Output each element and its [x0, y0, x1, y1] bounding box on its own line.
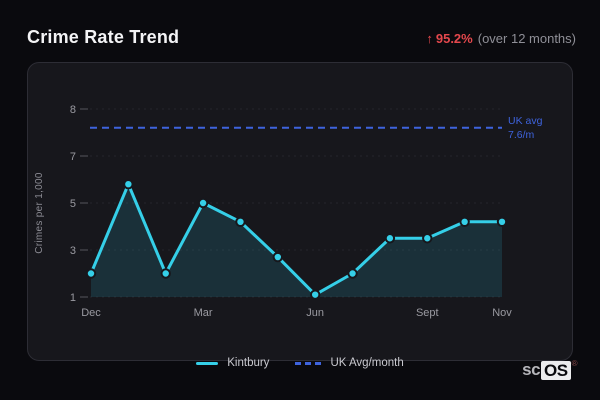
x-tick-label: Sept — [416, 307, 439, 319]
delta-percent: 95.2% — [435, 31, 473, 46]
chart-card: 1 3 5 7 8 UK avg 7.6/m Dec Mar Jun Sept Nov Crimes p… — [27, 62, 573, 361]
data-point-feb[interactable] — [160, 268, 171, 279]
y-tick-label: 3 — [70, 245, 76, 257]
y-tick-label: 8 — [70, 104, 76, 116]
dashed-line-swatch-icon — [295, 361, 322, 365]
data-point-apr[interactable] — [235, 216, 246, 228]
data-point-aug[interactable] — [384, 233, 396, 244]
data-point-sept[interactable] — [422, 233, 433, 244]
y-tick-label: 7 — [70, 151, 76, 163]
legend-label: UK Avg/month — [330, 357, 404, 369]
legend-label: Kintbury — [227, 357, 270, 369]
y-tick-label: 1 — [70, 292, 76, 304]
data-point-jan[interactable] — [123, 179, 134, 190]
logo-box: OS — [541, 360, 571, 380]
data-point-dec[interactable] — [85, 268, 97, 279]
data-point-may[interactable] — [272, 251, 284, 263]
crime-trend-chart: 1 3 5 7 8 UK avg 7.6/m Dec Mar Jun Sept Nov Crimes p… — [34, 104, 543, 319]
up-arrow-icon: ↑ — [426, 31, 433, 46]
delta-context: (over 12 months) — [477, 31, 576, 46]
chart-legend: Kintbury UK Avg/month — [0, 354, 600, 372]
legend-item-uk-avg[interactable]: UK Avg/month — [295, 357, 404, 369]
x-tick-label: Jun — [306, 307, 324, 319]
x-tick-label: Nov — [492, 307, 512, 319]
uk-avg-annotation: UK avg — [508, 115, 543, 127]
y-tick-label: 5 — [70, 198, 76, 210]
trend-delta-stat: ↑ 95.2% (over 12 months) — [426, 31, 576, 46]
registered-mark-icon: ® — [571, 358, 578, 368]
data-point-mar[interactable] — [197, 197, 209, 209]
x-tick-label: Dec — [81, 307, 101, 319]
page-title: Crime Rate Trend — [27, 27, 180, 47]
legend-item-kintbury[interactable]: Kintbury — [196, 357, 269, 369]
crime-trend-line — [89, 182, 504, 297]
x-tick-label: Mar — [194, 307, 213, 319]
uk-avg-annotation: 7.6/m — [508, 129, 535, 141]
data-point-nov[interactable] — [496, 216, 508, 228]
crime-area-fill — [91, 184, 502, 297]
logo-prefix: sc — [522, 360, 541, 379]
data-point-jul[interactable] — [347, 268, 358, 279]
data-point-oct[interactable] — [459, 216, 470, 228]
scos-logo: sc OS ® — [522, 358, 578, 380]
y-axis-title: Crimes per 1,000 — [34, 172, 45, 254]
data-point-jun[interactable] — [309, 289, 321, 300]
solid-line-swatch-icon — [196, 361, 219, 365]
